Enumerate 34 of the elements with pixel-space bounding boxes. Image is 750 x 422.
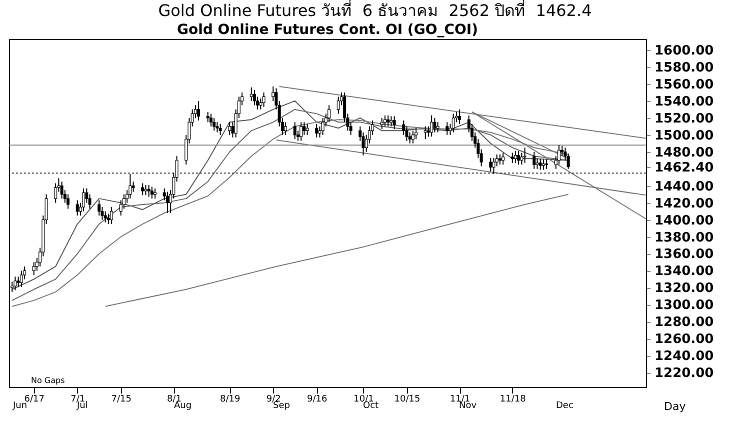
y-tick-label: 1260.00 bbox=[654, 332, 714, 348]
x-tick-label: 9/16 bbox=[307, 394, 328, 404]
y-tick-label: 1462.40 bbox=[654, 160, 714, 176]
y-tick-label: 1420.00 bbox=[654, 196, 714, 212]
text: Day bbox=[664, 400, 686, 413]
y-tick-label: 1580.00 bbox=[654, 60, 714, 76]
x-tick-label: 10/15 bbox=[394, 394, 420, 404]
y-tick-label: 1240.00 bbox=[654, 349, 714, 364]
y-tick-label: 1400.00 bbox=[654, 213, 714, 228]
y-tick-label: 1220.00 bbox=[654, 366, 714, 382]
x-tick-label: 11/18 bbox=[500, 394, 526, 404]
y-tick-label: 1500.00 bbox=[654, 128, 714, 144]
text: Sep bbox=[273, 401, 290, 411]
annotation: No Gaps bbox=[31, 376, 65, 385]
y-tick-label: 1320.00 bbox=[654, 281, 714, 296]
text: Oct bbox=[363, 401, 380, 411]
y-tick-label: 1600.00 bbox=[654, 44, 714, 59]
y-tick-label: 1440.00 bbox=[654, 179, 714, 194]
text: Aug bbox=[174, 401, 192, 411]
y-tick-label: 1340.00 bbox=[654, 264, 714, 280]
y-tick-label: 1540.00 bbox=[654, 94, 714, 110]
y-tick-label: 1300.00 bbox=[654, 298, 714, 314]
y-tick-label: 1480.00 bbox=[654, 145, 714, 160]
text: Jul bbox=[76, 401, 88, 411]
x-tick-label: 7/15 bbox=[111, 394, 132, 404]
y-tick-label: 1360.00 bbox=[654, 247, 714, 262]
chart-subtitle: Gold Online Futures Cont. OI (GO_COI) bbox=[176, 22, 478, 38]
y-tick-label: 1280.00 bbox=[654, 315, 714, 330]
text: Nov bbox=[459, 401, 478, 411]
y-tick-label: 1380.00 bbox=[654, 230, 714, 246]
x-tick-label: 8/19 bbox=[220, 394, 240, 404]
y-tick-label: 1520.00 bbox=[654, 111, 714, 126]
text: Dec bbox=[556, 401, 574, 411]
y-tick-label: 1560.00 bbox=[654, 77, 714, 92]
